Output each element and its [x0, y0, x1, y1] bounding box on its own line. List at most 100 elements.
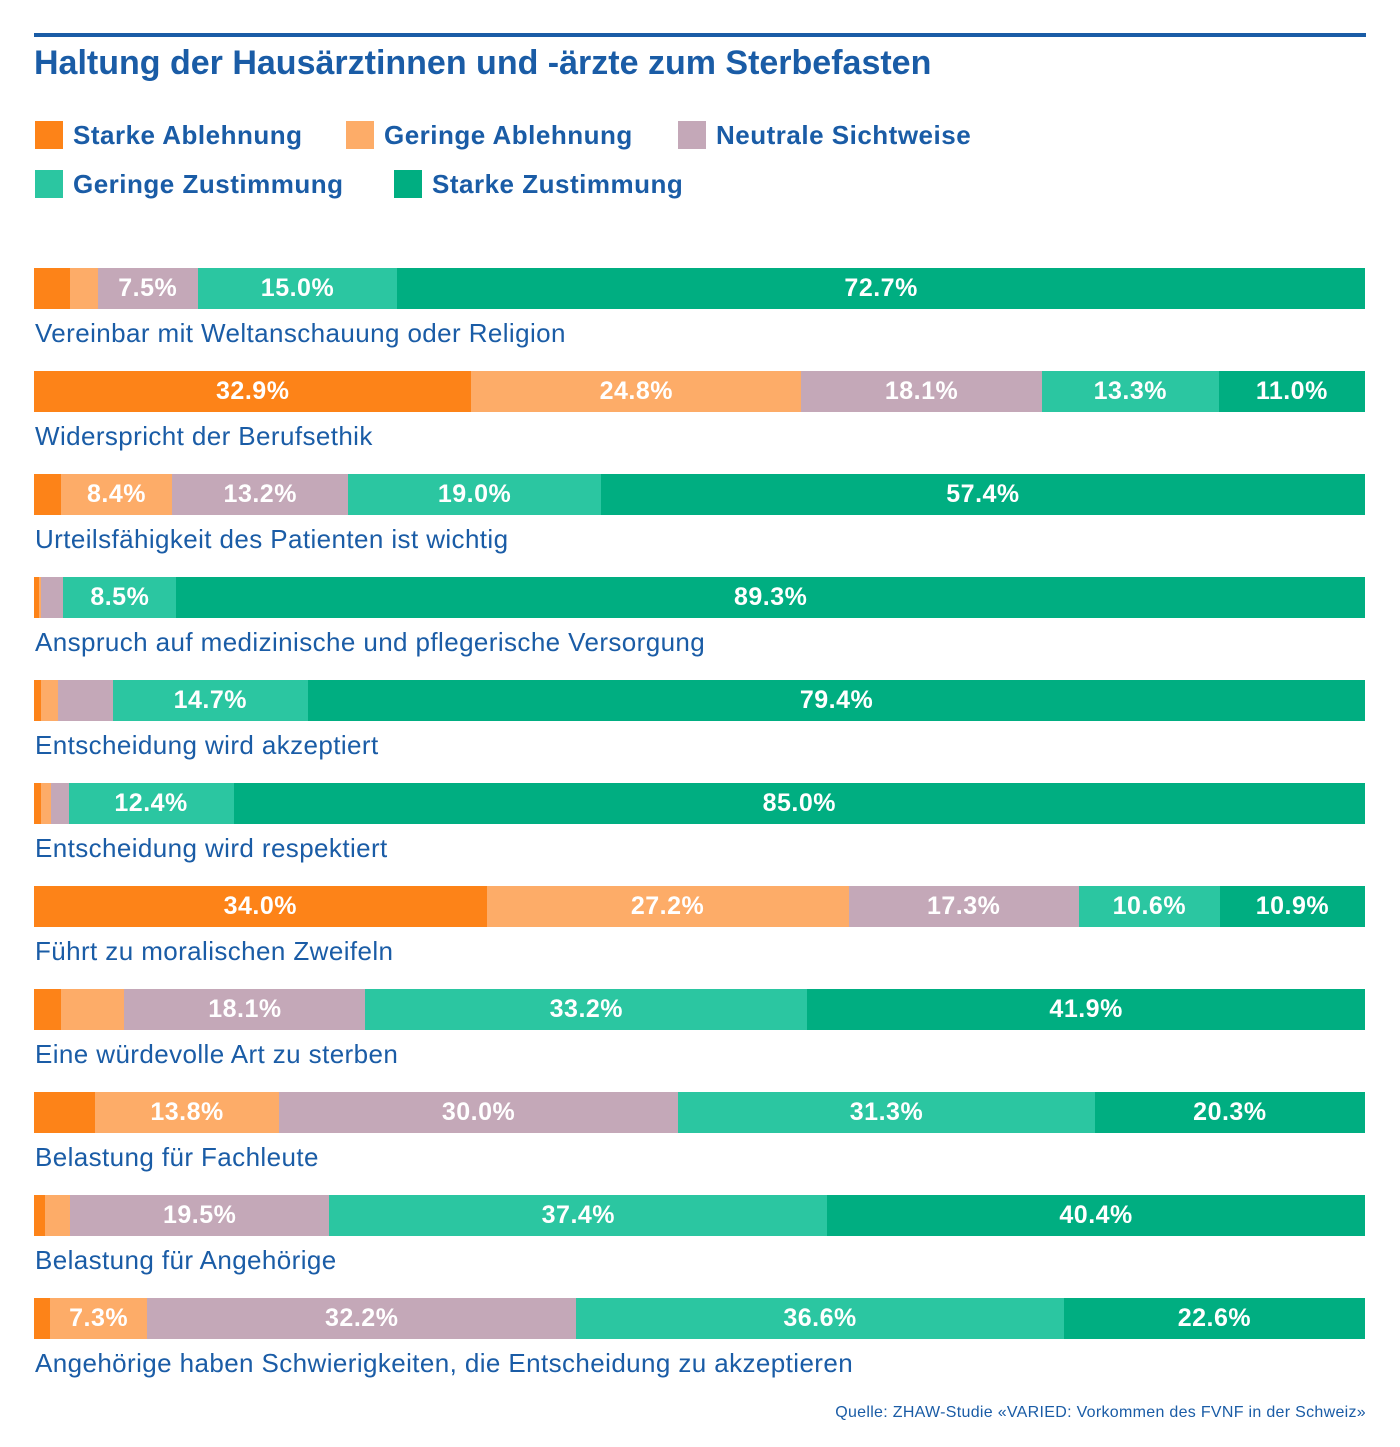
bar-segment: 17.3%	[848, 886, 1079, 927]
data-label: 14.7%	[173, 686, 248, 714]
data-label: 10.6%	[1112, 892, 1187, 920]
bar-segment: 18.1%	[801, 371, 1042, 412]
legend-label: Neutrale Sichtweise	[716, 119, 972, 150]
category-label: Belastung für Fachleute	[35, 1142, 319, 1172]
legend-item: Geringe Ablehnung	[346, 119, 633, 150]
legend-label: Geringe Ablehnung	[384, 119, 633, 150]
bar-segment	[34, 1298, 50, 1339]
data-label: 37.4%	[541, 1201, 616, 1229]
bar-segment: 79.4%	[308, 680, 1365, 721]
stacked-bar: 8.5% 89.3%	[34, 577, 1365, 618]
bar-segment	[39, 577, 41, 618]
data-label: 22.6%	[1177, 1304, 1252, 1332]
bar-segment	[51, 783, 69, 824]
category-label: Eine würdevolle Art zu sterben	[35, 1039, 399, 1069]
data-label: 18.1%	[208, 995, 282, 1023]
stacked-bar: 14.7% 79.4%	[34, 680, 1365, 721]
bar-segment	[34, 989, 61, 1030]
bar-segment: 11.0%	[1218, 371, 1365, 412]
data-label: 41.9%	[1049, 995, 1123, 1023]
category-label: Widerspricht der Berufsethik	[35, 421, 373, 451]
bar-segment: 57.4%	[600, 474, 1365, 515]
stacked-bar: 12.4% 85.0%	[34, 783, 1365, 824]
data-label: 24.8%	[599, 377, 674, 405]
bar-segment	[34, 268, 70, 309]
legend-label: Geringe Zustimmung	[73, 168, 344, 199]
category-label: Führt zu moralischen Zweifeln	[35, 936, 394, 966]
data-label: 19.5%	[162, 1201, 237, 1229]
data-label: 13.2%	[223, 480, 297, 508]
data-label: 20.3%	[1193, 1098, 1267, 1126]
bar-segment	[34, 680, 41, 721]
bar-segment: 72.7%	[397, 268, 1365, 309]
bar-segment	[34, 1092, 96, 1133]
bar-segment: 89.3%	[176, 577, 1365, 618]
top-rule	[34, 33, 1366, 37]
bar-segment: 19.0%	[348, 474, 601, 515]
legend-swatch	[35, 121, 63, 149]
bar-segment	[34, 474, 61, 515]
bar-segment: 13.2%	[172, 474, 349, 515]
legend-label: Starke Ablehnung	[73, 119, 303, 150]
bar-segment	[34, 577, 40, 618]
stacked-bar: 19.5% 37.4% 40.4%	[34, 1195, 1365, 1236]
legend-label: Starke Zustimmung	[432, 168, 684, 199]
bar-segment: 18.1%	[124, 989, 366, 1030]
bar-segment: 85.0%	[233, 783, 1365, 824]
data-label: 33.2%	[549, 995, 624, 1023]
data-label: 8.4%	[87, 480, 146, 508]
bar-segment: 7.3%	[49, 1298, 148, 1339]
bar-segment: 13.8%	[95, 1092, 279, 1133]
data-label: 30.0%	[441, 1098, 516, 1126]
data-label: 57.4%	[946, 480, 1020, 508]
bar-segment	[57, 680, 113, 721]
data-label: 32.2%	[325, 1304, 399, 1332]
legend-item: Starke Ablehnung	[35, 119, 303, 150]
bar-segment: 41.9%	[807, 989, 1365, 1030]
data-label: 31.3%	[849, 1098, 924, 1126]
data-label: 19.0%	[437, 480, 512, 508]
data-label: 89.3%	[733, 583, 808, 611]
bar-segment	[44, 1195, 70, 1236]
data-label: 17.3%	[926, 892, 1001, 920]
bar-segment: 32.9%	[34, 371, 472, 412]
bar-segment: 33.2%	[365, 989, 808, 1030]
bar-segment: 34.0%	[34, 886, 487, 927]
bar-segment: 24.8%	[471, 371, 802, 412]
data-label: 18.1%	[884, 377, 959, 405]
data-label: 7.5%	[118, 274, 178, 302]
bar-segment: 14.7%	[112, 680, 309, 721]
legend-item: Starke Zustimmung	[394, 168, 684, 199]
legend-swatch	[346, 121, 374, 149]
data-label: 79.4%	[799, 686, 874, 714]
data-label: 8.5%	[90, 583, 150, 611]
bar-segment: 8.5%	[63, 577, 177, 618]
bar-segment: 32.2%	[147, 1298, 577, 1339]
stacked-bar: 32.9% 24.8% 18.1% 13.3% 11.0%	[34, 371, 1365, 412]
bar-segment	[34, 1195, 45, 1236]
legend-swatch	[678, 121, 706, 149]
bar-segment: 31.3%	[678, 1092, 1095, 1133]
data-label: 34.0%	[223, 892, 297, 920]
data-label: 13.3%	[1093, 377, 1167, 405]
stacked-bar: 7.5% 15.0% 72.7%	[34, 268, 1365, 309]
chart-title: Haltung der Hausärztinnen und -ärzte zum…	[34, 44, 932, 82]
bar-segment: 30.0%	[278, 1092, 679, 1133]
bar-segment: 40.4%	[827, 1195, 1365, 1236]
legend-swatch	[35, 170, 63, 198]
stacked-bar: 8.4% 13.2% 19.0% 57.4%	[34, 474, 1365, 515]
stacked-bar: 13.8% 30.0% 31.3% 20.3%	[34, 1092, 1365, 1133]
category-label: Urteilsfähigkeit des Patienten ist wicht…	[35, 524, 509, 554]
bar-segment: 20.3%	[1094, 1092, 1365, 1133]
bar-segment: 10.6%	[1078, 886, 1220, 927]
data-label: 32.9%	[216, 377, 290, 405]
stacked-bar: 7.3% 32.2% 36.6% 22.6%	[34, 1298, 1365, 1339]
bar-segment: 27.2%	[486, 886, 849, 927]
data-label: 7.3%	[69, 1304, 129, 1332]
bar-segment	[34, 783, 41, 824]
bar-segment	[40, 783, 52, 824]
data-label: 12.4%	[114, 789, 188, 817]
bar-segment	[40, 680, 58, 721]
category-label: Vereinbar mit Weltanschauung oder Religi…	[35, 318, 566, 348]
source-note: Quelle: ZHAW-Studie «VARIED: Vorkommen d…	[835, 1404, 1366, 1421]
